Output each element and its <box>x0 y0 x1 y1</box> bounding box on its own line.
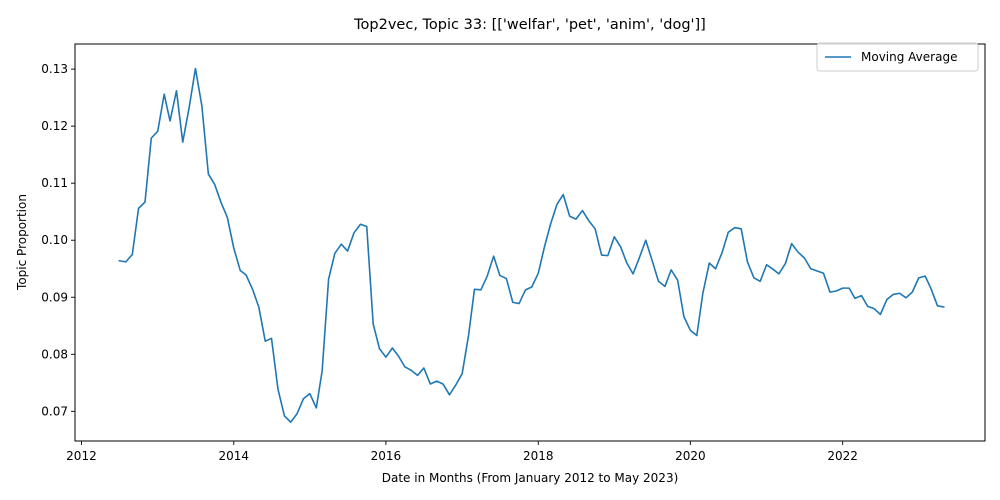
x-axis-label: Date in Months (From January 2012 to May… <box>382 471 679 485</box>
legend-frame <box>816 42 979 72</box>
legend: Moving Average <box>816 42 979 72</box>
chart-title: Top2vec, Topic 33: [['welfar', 'pet', 'a… <box>353 17 706 33</box>
x-tick-label: 2012 <box>66 449 97 463</box>
x-tick-label: 2018 <box>523 449 554 463</box>
y-tick-label: 0.09 <box>41 290 68 304</box>
y-tick-label: 0.13 <box>41 62 68 76</box>
x-tick-label: 2016 <box>371 449 402 463</box>
x-tick-label: 2014 <box>219 449 250 463</box>
x-tick-label: 2022 <box>827 449 858 463</box>
y-tick-label: 0.08 <box>41 347 68 361</box>
y-tick-label: 0.10 <box>41 233 68 247</box>
y-tick-label: 0.11 <box>41 176 68 190</box>
y-axis-label: Topic Proportion <box>15 194 29 291</box>
y-tick-label: 0.07 <box>41 404 68 418</box>
legend-label: Moving Average <box>861 50 957 64</box>
plot-area: 2012 2014 2016 2018 2020 2022 0.07 0.08 0.09 0.10… <box>41 43 986 463</box>
series-line-0 <box>118 67 945 423</box>
axes-frame <box>74 43 986 442</box>
y-tick-label: 0.12 <box>41 119 68 133</box>
x-tick-label: 2020 <box>675 449 706 463</box>
